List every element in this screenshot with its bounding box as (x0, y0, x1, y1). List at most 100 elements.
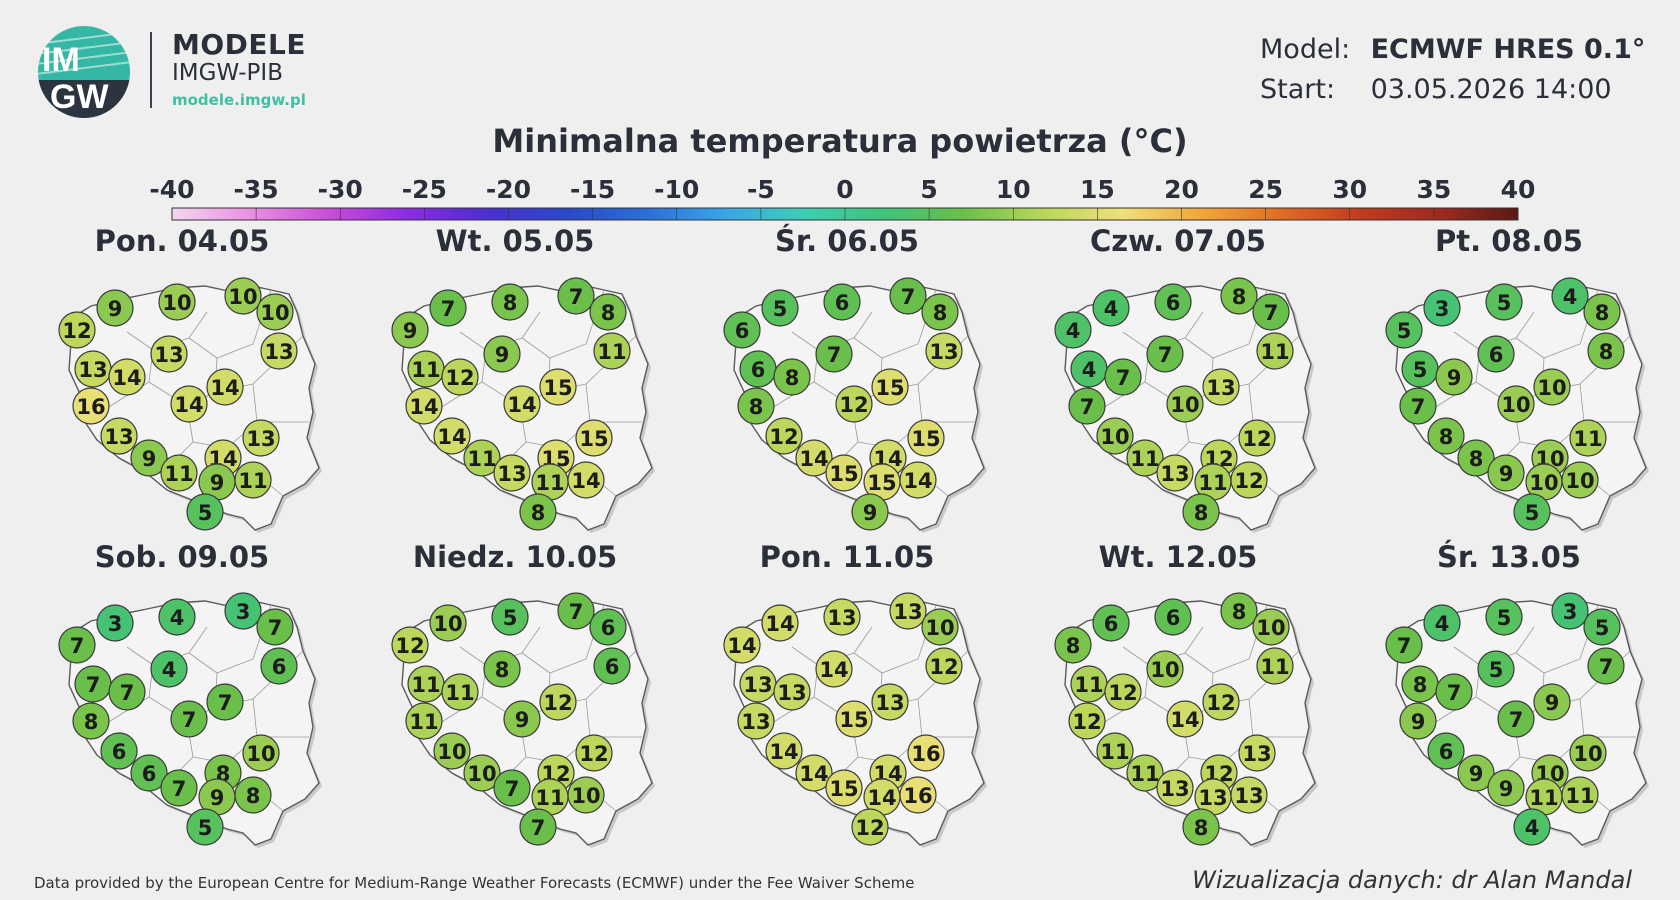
temperature-marker: 10 (158, 283, 196, 321)
temperature-circle (907, 734, 945, 772)
temperature-circle (1096, 417, 1134, 455)
temperature-value: 7 (268, 616, 283, 640)
temperature-value: 13 (1242, 742, 1271, 766)
temperature-circle (1156, 454, 1194, 492)
temperature-value: 7 (441, 297, 456, 321)
temperature-value: 7 (70, 634, 85, 658)
temperature-marker: 10 (1146, 650, 1184, 688)
temperature-marker: 15 (863, 463, 901, 501)
temperature-value: 8 (495, 658, 510, 682)
temperature-value: 13 (1234, 784, 1263, 808)
temperature-value: 10 (1565, 469, 1594, 493)
temperature-circle (907, 419, 945, 457)
temperature-value: 6 (142, 762, 157, 786)
temperature-value: 11 (1529, 786, 1558, 810)
temperature-circle (1126, 439, 1164, 477)
temperature-circle (493, 454, 531, 492)
temperature-marker: 7 (1146, 335, 1184, 373)
temperature-circle (1230, 461, 1268, 499)
scale-tick-label: -15 (570, 175, 615, 204)
temperature-value: 5 (198, 501, 213, 525)
temperature-circle (234, 461, 272, 499)
temperature-circle (1054, 311, 1092, 349)
temperature-marker: 12 (1202, 683, 1240, 721)
temperature-value: 5 (198, 816, 213, 840)
temperature-marker: 15 (871, 368, 909, 406)
temperature-value: 12 (543, 691, 572, 715)
temperature-value: 7 (1447, 681, 1462, 705)
scale-tick-label: -25 (402, 175, 447, 204)
temperature-circle (1182, 808, 1220, 846)
day-label: Pon. 04.05 (94, 224, 270, 258)
temperature-circle (170, 385, 208, 423)
temperature-value: 12 (1108, 681, 1137, 705)
temperature-circle (186, 808, 224, 846)
temperature-circle (429, 604, 467, 642)
temperature-value: 7 (1397, 634, 1412, 658)
temperature-marker: 6 (1427, 732, 1465, 770)
temperature-circle (825, 454, 863, 492)
temperature-value: 5 (1525, 501, 1540, 525)
brand-url-link[interactable]: modele.imgw.pl (172, 91, 306, 109)
temperature-value: 8 (84, 710, 99, 734)
temperature-value: 14 (903, 469, 932, 493)
temperature-value: 12 (395, 634, 424, 658)
temperature-circle (1182, 493, 1220, 531)
temperature-value: 13 (1198, 786, 1227, 810)
temperature-value: 4 (162, 658, 177, 682)
temperature-value: 12 (855, 816, 884, 840)
temperature-value: 11 (445, 681, 474, 705)
map-title: Minimalna temperatura powietrza (°C) (492, 122, 1188, 160)
temperature-value: 14 (174, 393, 203, 417)
temperature-value: 10 (1256, 616, 1285, 640)
temperature-marker: 9 (198, 778, 236, 816)
temperature-value: 13 (246, 427, 275, 451)
temperature-value: 11 (1130, 762, 1159, 786)
temperature-marker: 15 (835, 700, 873, 738)
temperature-value: 6 (835, 291, 850, 315)
temperature-value: 7 (1411, 395, 1426, 419)
temperature-marker: 7 (1587, 647, 1625, 685)
temperature-circle (575, 419, 613, 457)
temperature-value: 13 (827, 606, 856, 630)
temperature-value: 6 (1104, 612, 1119, 636)
scale-tick-label: 15 (1080, 175, 1115, 204)
temperature-value: 11 (411, 673, 440, 697)
temperature-marker: 6 (130, 754, 168, 792)
temperature-circle (1583, 293, 1621, 331)
temperature-value: 6 (751, 358, 766, 382)
temperature-marker: 6 (1154, 283, 1192, 321)
scale-tick-label: 0 (836, 175, 853, 204)
temperature-marker: 12 (1230, 461, 1268, 499)
temperature-marker: 14 (723, 626, 761, 664)
temperature-circle (557, 277, 595, 315)
temperature-marker: 13 (74, 350, 112, 388)
temperature-circle (1457, 439, 1495, 477)
temperature-circle (899, 461, 937, 499)
temperature-marker: 14 (567, 461, 605, 499)
temperature-marker: 14 (503, 385, 541, 423)
temperature-circle (1427, 732, 1465, 770)
temperature-value: 15 (829, 777, 858, 801)
temperature-marker: 15 (575, 419, 613, 457)
temperature-circle (1587, 332, 1625, 370)
temperature-circle (1166, 385, 1204, 423)
temperature-circle (1154, 598, 1192, 636)
temperature-marker: 11 (1561, 776, 1599, 814)
temperature-marker: 7 (429, 289, 467, 327)
temperature-marker: 13 (150, 335, 188, 373)
temperature-marker: 11 (1525, 778, 1563, 816)
temperature-value: 10 (571, 784, 600, 808)
temperature-marker: 5 (1385, 311, 1423, 349)
temperature-marker: 9 (1435, 358, 1473, 396)
temperature-value: 14 (1170, 708, 1199, 732)
day-label: Niedz. 10.05 (412, 540, 618, 574)
temperature-value: 10 (467, 762, 496, 786)
temperature-value: 15 (839, 708, 868, 732)
temperature-value: 11 (164, 462, 193, 486)
temperature-marker: 7 (1385, 626, 1423, 664)
temperature-marker: 11 (1096, 732, 1134, 770)
temperature-marker: 4 (1092, 289, 1130, 327)
